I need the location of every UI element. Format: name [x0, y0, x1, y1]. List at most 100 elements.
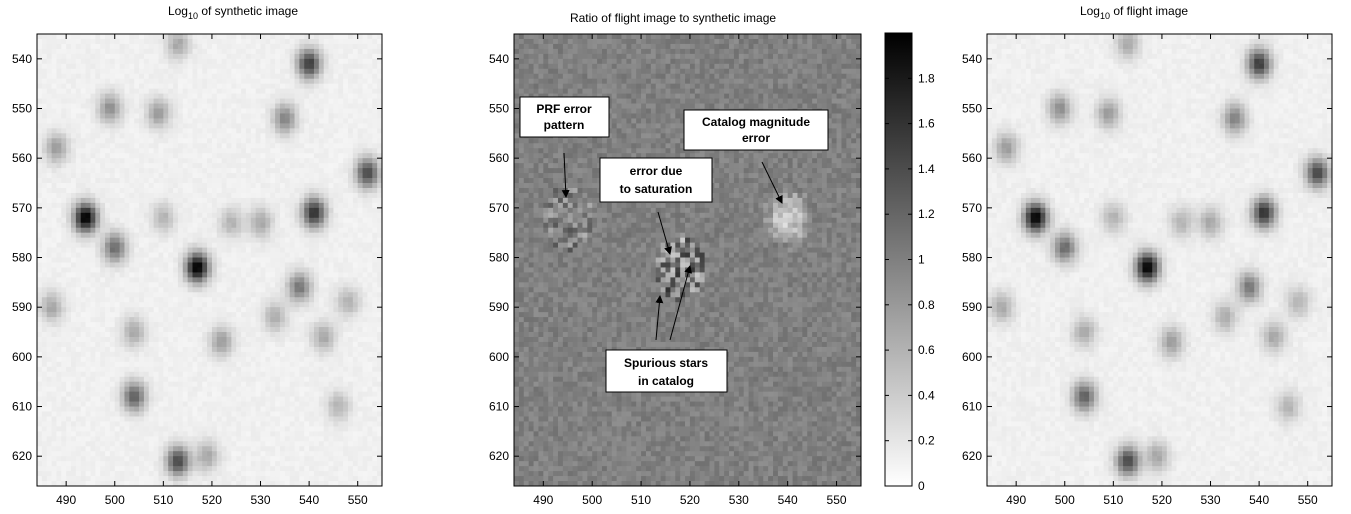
- pixel-cell: [333, 223, 338, 228]
- pixel-cell: [56, 49, 61, 54]
- pixel-cell: [314, 357, 319, 362]
- pixel-cell: [95, 109, 100, 114]
- pixel-cell: [348, 54, 353, 59]
- pixel-cell: [329, 183, 334, 188]
- pixel-cell: [100, 377, 105, 382]
- pixel-cell: [222, 163, 227, 168]
- pixel-cell: [168, 307, 173, 312]
- pixel-cell: [372, 238, 377, 243]
- pixel-cell: [71, 302, 76, 307]
- pixel-cell: [81, 143, 86, 148]
- pixel-cell: [324, 267, 329, 272]
- pixel-cell: [231, 262, 236, 267]
- pixel-cell: [324, 94, 329, 99]
- pixel-cell: [231, 372, 236, 377]
- pixel-cell: [115, 109, 120, 114]
- pixel-cell: [353, 282, 358, 287]
- pixel-cell: [275, 138, 280, 143]
- pixel-cell: [149, 118, 154, 123]
- pixel-cell: [353, 123, 358, 128]
- pixel-cell: [236, 148, 241, 153]
- pixel-cell: [343, 262, 348, 267]
- pixel-cell: [76, 322, 81, 327]
- pixel-cell: [56, 287, 61, 292]
- pixel-cell: [76, 138, 81, 143]
- pixel-cell: [105, 54, 110, 59]
- pixel-cell: [188, 128, 193, 133]
- pixel-cell: [280, 312, 285, 317]
- pixel-cell: [61, 218, 66, 223]
- pixel-cell: [192, 243, 197, 248]
- pixel-cell: [348, 143, 353, 148]
- pixel-cell: [86, 138, 91, 143]
- pixel-cell: [304, 133, 309, 138]
- pixel-cell: [353, 253, 358, 258]
- pixel-cell: [251, 198, 256, 203]
- pixel-cell: [261, 113, 266, 118]
- pixel-cell: [105, 89, 110, 94]
- pixel-cell: [353, 99, 358, 104]
- pixel-cell: [207, 282, 212, 287]
- pixel-cell: [363, 238, 368, 243]
- pixel-cell: [42, 282, 47, 287]
- pixel-cell: [188, 198, 193, 203]
- pixel-cell: [270, 307, 275, 312]
- pixel-cell: [285, 367, 290, 372]
- pixel-cell: [95, 183, 100, 188]
- pixel-cell: [42, 183, 47, 188]
- pixel-cell: [163, 243, 168, 248]
- pixel-cell: [343, 99, 348, 104]
- pixel-cell: [100, 223, 105, 228]
- pixel-cell: [129, 337, 134, 342]
- pixel-cell: [52, 49, 57, 54]
- pixel-cell: [134, 272, 139, 277]
- pixel-cell: [333, 158, 338, 163]
- pixel-cell: [124, 253, 129, 258]
- pixel-cell: [154, 94, 159, 99]
- pixel-cell: [183, 297, 188, 302]
- pixel-cell: [42, 332, 47, 337]
- pixel-cell: [76, 277, 81, 282]
- pixel-cell: [47, 372, 52, 377]
- pixel-cell: [207, 173, 212, 178]
- pixel-cell: [304, 327, 309, 332]
- pixel-cell: [333, 362, 338, 367]
- pixel-cell: [290, 297, 295, 302]
- pixel-cell: [227, 243, 232, 248]
- pixel-cell: [314, 148, 319, 153]
- pixel-cell: [173, 258, 178, 263]
- pixel-cell: [81, 258, 86, 263]
- pixel-cell: [353, 74, 358, 79]
- pixel-cell: [299, 203, 304, 208]
- pixel-cell: [329, 34, 334, 39]
- pixel-cell: [251, 143, 256, 148]
- pixel-cell: [144, 337, 149, 342]
- pixel-cell: [129, 267, 134, 272]
- pixel-cell: [134, 317, 139, 322]
- pixel-cell: [188, 104, 193, 109]
- pixel-cell: [42, 54, 47, 59]
- pixel-cell: [95, 367, 100, 372]
- pixel-cell: [290, 233, 295, 238]
- pixel-cell: [270, 193, 275, 198]
- pixel-cell: [115, 292, 120, 297]
- pixel-cell: [100, 337, 105, 342]
- pixel-cell: [192, 109, 197, 114]
- pixel-cell: [372, 113, 377, 118]
- pixel-cell: [76, 39, 81, 44]
- pixel-cell: [178, 377, 183, 382]
- pixel-cell: [192, 173, 197, 178]
- pixel-cell: [324, 322, 329, 327]
- pixel-cell: [295, 352, 300, 357]
- pixel-cell: [290, 64, 295, 69]
- pixel-cell: [348, 104, 353, 109]
- pixel-cell: [61, 262, 66, 267]
- pixel-cell: [304, 367, 309, 372]
- pixel-cell: [105, 327, 110, 332]
- pixel-cell: [144, 277, 149, 282]
- pixel-cell: [261, 89, 266, 94]
- pixel-cell: [71, 198, 76, 203]
- pixel-cell: [42, 292, 47, 297]
- pixel-cell: [134, 302, 139, 307]
- pixel-cell: [192, 248, 197, 253]
